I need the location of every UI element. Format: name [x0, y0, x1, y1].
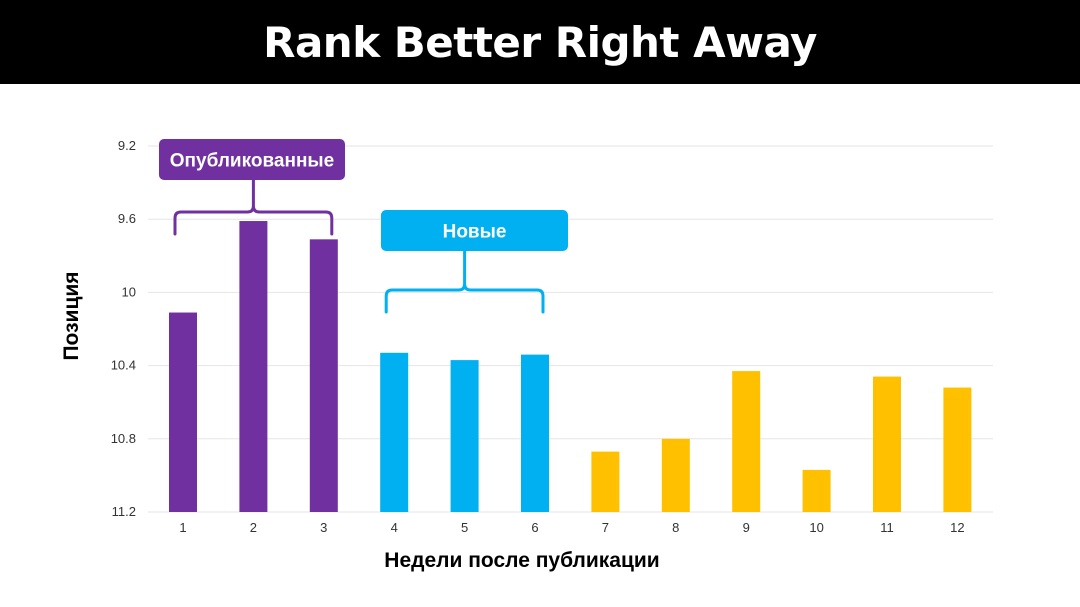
- bar: [450, 360, 479, 512]
- x-tick-label: 4: [391, 520, 398, 535]
- x-tick-label: 12: [950, 520, 964, 535]
- y-tick-label: 9.2: [118, 138, 136, 153]
- y-tick-label: 10: [122, 284, 136, 299]
- bar: [380, 352, 409, 512]
- callout-box: [381, 210, 568, 251]
- y-tick-label: 10.8: [111, 431, 136, 446]
- x-tick-label: 6: [531, 520, 538, 535]
- y-tick-label: 11.2: [112, 504, 136, 519]
- title-bar: Rank Better Right Away: [0, 0, 1080, 84]
- x-tick-label: 5: [461, 520, 468, 535]
- bar: [169, 312, 197, 512]
- callout-box: [159, 139, 345, 180]
- x-tick-label: 9: [743, 520, 750, 535]
- bar: [239, 221, 268, 512]
- bar: [591, 451, 620, 512]
- bar: [309, 239, 338, 512]
- x-tick-label: 11: [880, 520, 894, 535]
- bar: [802, 469, 831, 512]
- x-tick-label: 3: [320, 520, 327, 535]
- x-tick-label: 1: [179, 520, 186, 535]
- x-axis-label: Недели после публикации: [384, 549, 659, 572]
- y-axis-label: Позиция: [60, 271, 83, 360]
- bar: [661, 438, 690, 512]
- x-tick-label: 7: [602, 520, 609, 535]
- page-title: Rank Better Right Away: [263, 17, 817, 67]
- y-tick-label: 10.4: [111, 358, 136, 373]
- x-tick-label: 10: [809, 520, 823, 535]
- x-tick-label: 2: [250, 520, 257, 535]
- bar: [732, 371, 761, 512]
- x-tick-label: 8: [672, 520, 679, 535]
- y-tick-label: 9.6: [118, 211, 136, 226]
- callout-label: Опубликованные: [170, 151, 334, 172]
- bar: [943, 387, 972, 512]
- callout-label: Новые: [443, 222, 507, 243]
- callout-bracket: [384, 249, 545, 314]
- callout-bracket: [173, 178, 334, 236]
- bar: [521, 354, 549, 512]
- bar: [873, 376, 901, 512]
